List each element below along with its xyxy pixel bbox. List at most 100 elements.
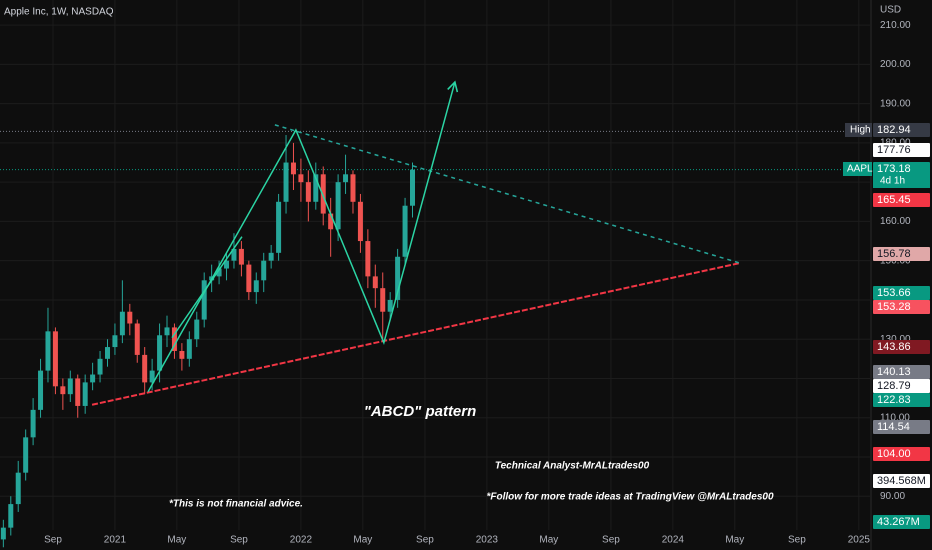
trend-line xyxy=(147,80,459,393)
price-badge-label: 143.86 xyxy=(877,341,911,353)
price-badge-label: 128.79 xyxy=(877,380,911,392)
candle-body xyxy=(387,299,393,312)
price-badge xyxy=(873,193,930,207)
x-tick-label: 2025 xyxy=(848,535,871,546)
candle-body xyxy=(0,527,6,540)
y-tick-label: 200.00 xyxy=(880,59,911,70)
candle-body xyxy=(8,504,14,528)
price-badge xyxy=(873,515,930,529)
price-badge xyxy=(873,365,930,379)
price-badge xyxy=(873,143,930,157)
candle-body xyxy=(246,264,252,293)
candle-body xyxy=(402,205,408,257)
x-tick-label: May xyxy=(167,535,186,546)
price-badge-label: 122.83 xyxy=(877,394,911,406)
candle-body xyxy=(30,409,36,438)
price-badge-label: 165.45 xyxy=(877,194,911,206)
x-tick-label: 2022 xyxy=(290,535,313,546)
x-tick-label: Sep xyxy=(788,535,806,546)
candle-body xyxy=(350,174,356,202)
x-tick-label: 2021 xyxy=(104,535,127,546)
price-badge-label: 114.54 xyxy=(877,421,910,433)
candle-body xyxy=(179,350,185,359)
price-badge-label: 43.267M xyxy=(877,516,920,528)
candle-body xyxy=(290,162,296,175)
candle-body xyxy=(171,327,177,351)
candle-body xyxy=(75,378,81,406)
price-badge-label: 140.13 xyxy=(877,366,911,378)
price-badge xyxy=(873,162,930,176)
candle-body xyxy=(45,331,51,371)
price-badge-label: 153.66 xyxy=(877,287,911,299)
candle-body xyxy=(119,311,125,336)
candle-body xyxy=(395,256,401,300)
candle-body xyxy=(194,319,200,340)
candle-body xyxy=(372,276,378,289)
follow-note: *Follow for more trade ideas at TradingV… xyxy=(486,492,773,503)
price-badge-label: 173.18 xyxy=(877,163,911,175)
candle-body xyxy=(104,347,110,359)
candle-body xyxy=(328,213,334,230)
candle-body xyxy=(134,323,140,355)
candle-body xyxy=(231,248,237,261)
price-badge xyxy=(873,300,930,314)
countdown: 4d 1h xyxy=(880,176,905,187)
price-badge-label: 153.28 xyxy=(877,301,911,313)
candle-body xyxy=(305,182,311,202)
trend-line xyxy=(91,262,741,406)
candle-body xyxy=(253,280,259,293)
high-tag-label: High xyxy=(850,125,871,136)
candle-body xyxy=(112,335,118,348)
price-badge xyxy=(873,286,930,300)
candle-body xyxy=(60,386,66,395)
pattern-label: "ABCD" pattern xyxy=(364,403,477,420)
candle-body xyxy=(142,354,148,383)
candle-body xyxy=(276,201,282,253)
x-tick-label: May xyxy=(539,535,558,546)
candle-body xyxy=(313,174,319,202)
price-badge-label: 156.78 xyxy=(877,248,911,260)
candle-body xyxy=(201,280,207,320)
candle-body xyxy=(127,311,133,324)
price-badge-label: 177.76 xyxy=(877,144,911,156)
candle-body xyxy=(261,260,267,281)
y-tick-label: 160.00 xyxy=(880,216,911,227)
candle-body xyxy=(186,339,192,359)
candle-body xyxy=(82,382,88,406)
x-tick-label: Sep xyxy=(416,535,434,546)
disclaimer: *This is not financial advice. xyxy=(169,499,303,510)
candle-body xyxy=(343,174,349,183)
countdown-bg xyxy=(873,175,930,188)
x-tick-label: 2024 xyxy=(662,535,685,546)
author-note: Technical Analyst-MrALtrades00 xyxy=(495,461,650,472)
candle-body xyxy=(238,248,244,265)
candle-body xyxy=(157,335,163,371)
candle-body xyxy=(97,358,103,375)
x-tick-label: 2023 xyxy=(476,535,499,546)
candle-body xyxy=(15,472,21,505)
candle-body xyxy=(335,182,341,230)
candle-body xyxy=(23,437,29,473)
candle-body xyxy=(268,252,274,261)
price-badge-label: 394.568M xyxy=(877,475,926,487)
trend-line xyxy=(171,236,243,339)
candle-body xyxy=(283,162,289,202)
candle-body xyxy=(298,174,304,183)
high-tag xyxy=(845,123,872,137)
candle-body xyxy=(380,288,386,312)
x-tick-label: Sep xyxy=(602,535,620,546)
x-tick-label: May xyxy=(353,535,372,546)
y-tick-label: 210.00 xyxy=(880,20,911,31)
candle-body xyxy=(224,260,230,269)
price-badge xyxy=(873,123,930,137)
y-tick-label: 110.00 xyxy=(880,412,910,423)
x-tick-label: Sep xyxy=(230,535,248,546)
y-tick-label: 190.00 xyxy=(880,98,911,109)
x-tick-label: Sep xyxy=(44,535,62,546)
candle-body xyxy=(409,169,415,206)
candle-body xyxy=(320,174,326,214)
symbol-tag xyxy=(843,162,872,176)
price-badge xyxy=(873,420,930,434)
